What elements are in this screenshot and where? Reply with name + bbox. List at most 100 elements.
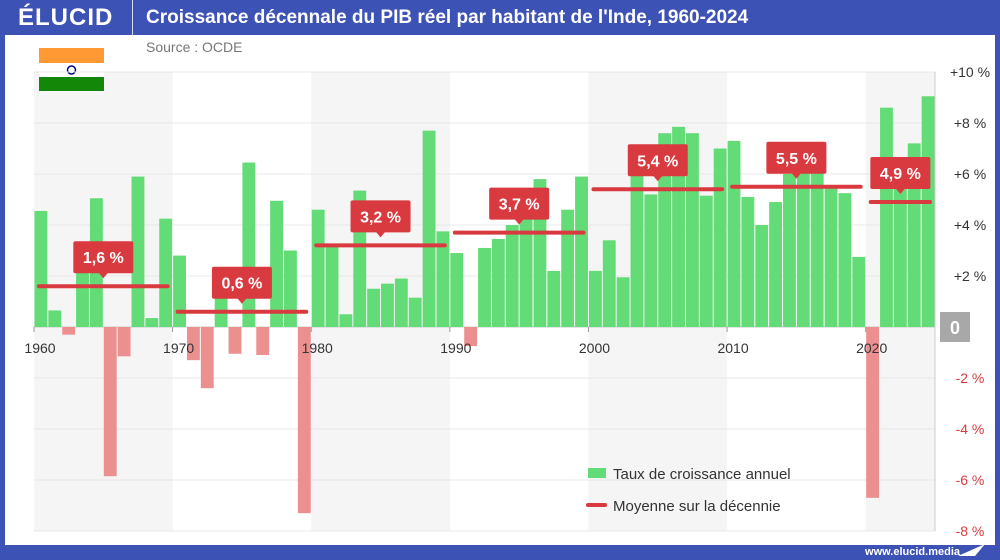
label-box xyxy=(489,187,550,220)
x-tick-label: 1970 xyxy=(163,340,194,356)
bar-1990 xyxy=(450,253,464,327)
label-text: 5,4 % xyxy=(637,153,678,170)
bar-2013 xyxy=(769,202,783,327)
bar-1971 xyxy=(186,327,200,361)
chart-title: Croissance décennale du PIB réel par hab… xyxy=(146,7,749,28)
flag-green xyxy=(39,77,104,91)
bar-2004 xyxy=(644,194,658,327)
label-box xyxy=(211,266,272,299)
bar-1985 xyxy=(381,283,394,327)
label-pointer xyxy=(236,297,247,304)
y-tick-label: +8 % xyxy=(954,115,986,131)
source-note: Source : OCDE xyxy=(146,39,243,55)
label-pointer xyxy=(895,188,906,195)
legend-label-bars: Taux de croissance annuel xyxy=(613,466,791,483)
bar-1967 xyxy=(131,176,145,327)
x-tick-label: 1960 xyxy=(24,340,55,356)
bar-1966 xyxy=(117,327,131,357)
bar-2006 xyxy=(672,126,685,327)
label-box xyxy=(350,200,411,233)
footer-url[interactable]: www.elucid.media xyxy=(865,546,960,558)
bar-1968 xyxy=(145,318,159,327)
bar-1997 xyxy=(547,270,561,327)
label-text: 5,5 % xyxy=(776,151,817,168)
label-pointer xyxy=(375,231,386,238)
label-box xyxy=(766,141,827,174)
label-text: 0,6 % xyxy=(221,276,262,293)
bar-1969 xyxy=(159,218,173,327)
x-tick-label: 2020 xyxy=(856,340,887,356)
bar-1999 xyxy=(575,176,588,327)
bar-2022 xyxy=(893,174,907,327)
decade-average-label: 3,7 % xyxy=(489,187,550,225)
bar-1987 xyxy=(408,297,422,327)
bar-1975 xyxy=(242,162,256,327)
y-tick-label: -4 % xyxy=(956,421,985,437)
bar-2018 xyxy=(838,193,852,327)
bar-2024 xyxy=(921,96,935,327)
decade-average-label: 0,6 % xyxy=(211,266,272,304)
bar-2011 xyxy=(741,196,755,327)
flag-chakra-icon xyxy=(66,65,77,75)
header-divider xyxy=(132,0,133,35)
decade-average-label: 5,5 % xyxy=(766,141,827,179)
y-tick-label: +6 % xyxy=(954,166,986,182)
label-pointer xyxy=(791,172,802,179)
zero-label-box xyxy=(940,312,970,342)
label-text: 4,9 % xyxy=(880,166,921,183)
bar-1986 xyxy=(394,278,408,327)
label-pointer xyxy=(98,272,109,279)
bar-1961 xyxy=(48,310,62,327)
bar-1998 xyxy=(561,209,575,327)
bar-1980 xyxy=(311,209,325,327)
bar-2003 xyxy=(630,172,644,327)
bar-1988 xyxy=(422,130,436,327)
bar-2023 xyxy=(907,143,921,327)
y-tick-label: -6 % xyxy=(956,472,985,488)
x-tick-label: 1990 xyxy=(440,340,471,356)
bar-2009 xyxy=(713,148,727,327)
decade-average-label: 4,9 % xyxy=(870,157,931,195)
bar-2007 xyxy=(685,133,699,327)
bar-1982 xyxy=(339,314,353,327)
bar-2012 xyxy=(755,225,769,327)
bar-1992 xyxy=(478,247,491,327)
label-box xyxy=(73,241,134,274)
bar-1995 xyxy=(519,212,533,327)
bar-1972 xyxy=(200,327,214,389)
bar-2002 xyxy=(616,277,630,327)
y-tick-label: -8 % xyxy=(956,523,985,539)
bar-2020 xyxy=(866,327,880,498)
y-tick-label: +2 % xyxy=(954,268,986,284)
bar-2019 xyxy=(852,256,866,327)
bar-2010 xyxy=(727,140,741,327)
decade-average-label: 3,2 % xyxy=(350,200,411,238)
bar-1989 xyxy=(436,231,450,327)
bar-1978 xyxy=(284,250,297,327)
bar-1965 xyxy=(103,327,117,477)
bar-1993 xyxy=(491,239,505,327)
legend-swatch-bars xyxy=(588,468,606,478)
bar-1963 xyxy=(76,260,89,327)
bar-2015 xyxy=(796,161,810,327)
bar-2014 xyxy=(783,174,796,327)
decade-average-label: 1,6 % xyxy=(73,241,134,279)
bar-2000 xyxy=(588,270,602,327)
bar-2017 xyxy=(824,186,838,327)
bar-1994 xyxy=(505,225,519,327)
elucid-arrow-icon xyxy=(958,544,985,556)
bar-2001 xyxy=(602,240,616,327)
bar-1984 xyxy=(367,288,381,327)
label-text: 1,6 % xyxy=(83,250,124,267)
flag-white xyxy=(39,63,104,77)
bar-1970 xyxy=(173,255,186,327)
legend-label-average: Moyenne sur la décennie xyxy=(613,498,781,515)
bar-1991 xyxy=(464,327,478,347)
decade-band xyxy=(34,72,173,531)
bar-1976 xyxy=(256,327,270,356)
x-tick-label: 1980 xyxy=(302,340,333,356)
y-tick-label: +10 % xyxy=(950,64,990,80)
x-tick-label: 2000 xyxy=(579,340,610,356)
bar-2005 xyxy=(658,133,672,327)
